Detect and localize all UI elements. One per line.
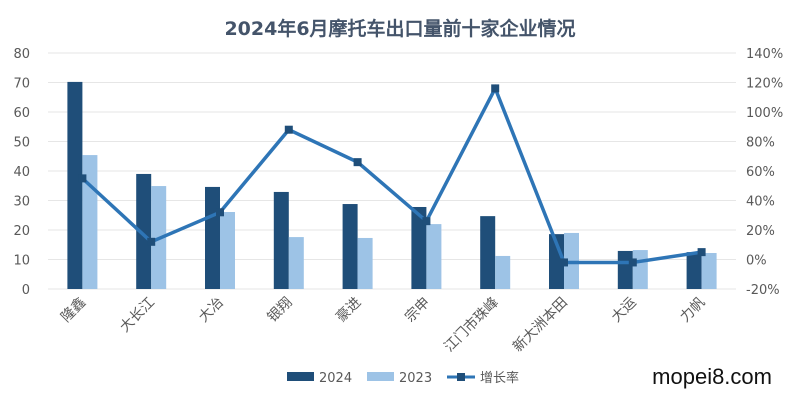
legend-label: 2023 bbox=[399, 371, 432, 386]
line-marker bbox=[353, 158, 362, 167]
bar-2023 bbox=[495, 255, 511, 289]
x-tick-label: 豪进 bbox=[333, 295, 364, 326]
y-tick-label: 50 bbox=[13, 136, 30, 151]
y-tick-label: 60 bbox=[13, 106, 30, 121]
y2-tick-label: 80% bbox=[746, 136, 775, 151]
x-tick-label: 隆鑫 bbox=[57, 294, 89, 326]
x-tick-label: 大运 bbox=[609, 295, 640, 326]
y-tick-label: 30 bbox=[13, 195, 30, 210]
y2-tick-label: 40% bbox=[746, 195, 775, 210]
bar-2023 bbox=[288, 237, 304, 289]
x-tick-label: 大冶 bbox=[196, 295, 227, 326]
bar-2024 bbox=[205, 186, 220, 289]
y-tick-label: 0 bbox=[22, 283, 30, 298]
x-tick-label: 江门市珠峰 bbox=[441, 294, 503, 356]
bar-2023 bbox=[426, 224, 442, 289]
x-tick-label: 大长江 bbox=[117, 295, 158, 336]
legend-label: 2024 bbox=[319, 371, 352, 386]
line-marker bbox=[697, 248, 706, 257]
chart-title: 2024年6月摩托车出口量前十家企业情况 bbox=[224, 18, 576, 40]
line-marker bbox=[78, 174, 87, 183]
watermark: mopei8.com bbox=[652, 364, 772, 389]
y2-tick-label: 140% bbox=[746, 47, 783, 62]
bar-2024 bbox=[273, 191, 289, 289]
line-marker bbox=[560, 258, 568, 267]
y-tick-label: 40 bbox=[13, 165, 30, 180]
y2-tick-label: 20% bbox=[746, 224, 775, 239]
bar-2023 bbox=[701, 253, 717, 289]
bar-2023 bbox=[632, 250, 648, 289]
bar-2024 bbox=[411, 206, 427, 289]
legend-swatch bbox=[367, 372, 394, 381]
y2-tick-label: 120% bbox=[746, 77, 783, 92]
y-tick-label: 70 bbox=[13, 77, 30, 92]
line-marker bbox=[147, 237, 156, 246]
x-tick-label: 宗申 bbox=[402, 295, 433, 326]
line-marker bbox=[216, 208, 224, 217]
legend-marker bbox=[457, 373, 465, 381]
line-marker bbox=[422, 217, 431, 226]
line-marker bbox=[284, 125, 293, 134]
bar-2023 bbox=[357, 237, 373, 289]
y2-tick-label: 0% bbox=[746, 254, 767, 269]
y-tick-label: 10 bbox=[13, 254, 30, 269]
x-tick-label: 力帆 bbox=[677, 295, 708, 326]
bar-2024 bbox=[136, 173, 152, 289]
line-marker bbox=[628, 258, 637, 267]
y-tick-label: 80 bbox=[13, 47, 30, 62]
bar-2023 bbox=[220, 212, 235, 289]
x-tick-label: 新大洲本田 bbox=[510, 295, 571, 356]
bar-2024 bbox=[617, 250, 633, 289]
legend-swatch bbox=[287, 372, 314, 381]
legend-label: 增长率 bbox=[480, 370, 519, 386]
line-marker bbox=[491, 84, 500, 93]
bar-2024 bbox=[480, 216, 496, 289]
y2-tick-label: 60% bbox=[746, 165, 775, 180]
line-增长率 bbox=[81, 84, 702, 265]
y2-tick-label: 100% bbox=[746, 106, 783, 121]
y-tick-label: 20 bbox=[13, 224, 30, 239]
bar-2024 bbox=[686, 252, 702, 289]
bar-2024 bbox=[549, 234, 564, 289]
y2-tick-label: -20% bbox=[746, 283, 780, 298]
x-tick-label: 银翔 bbox=[265, 295, 296, 326]
bar-2024 bbox=[67, 81, 83, 289]
bar-2024 bbox=[342, 204, 358, 289]
